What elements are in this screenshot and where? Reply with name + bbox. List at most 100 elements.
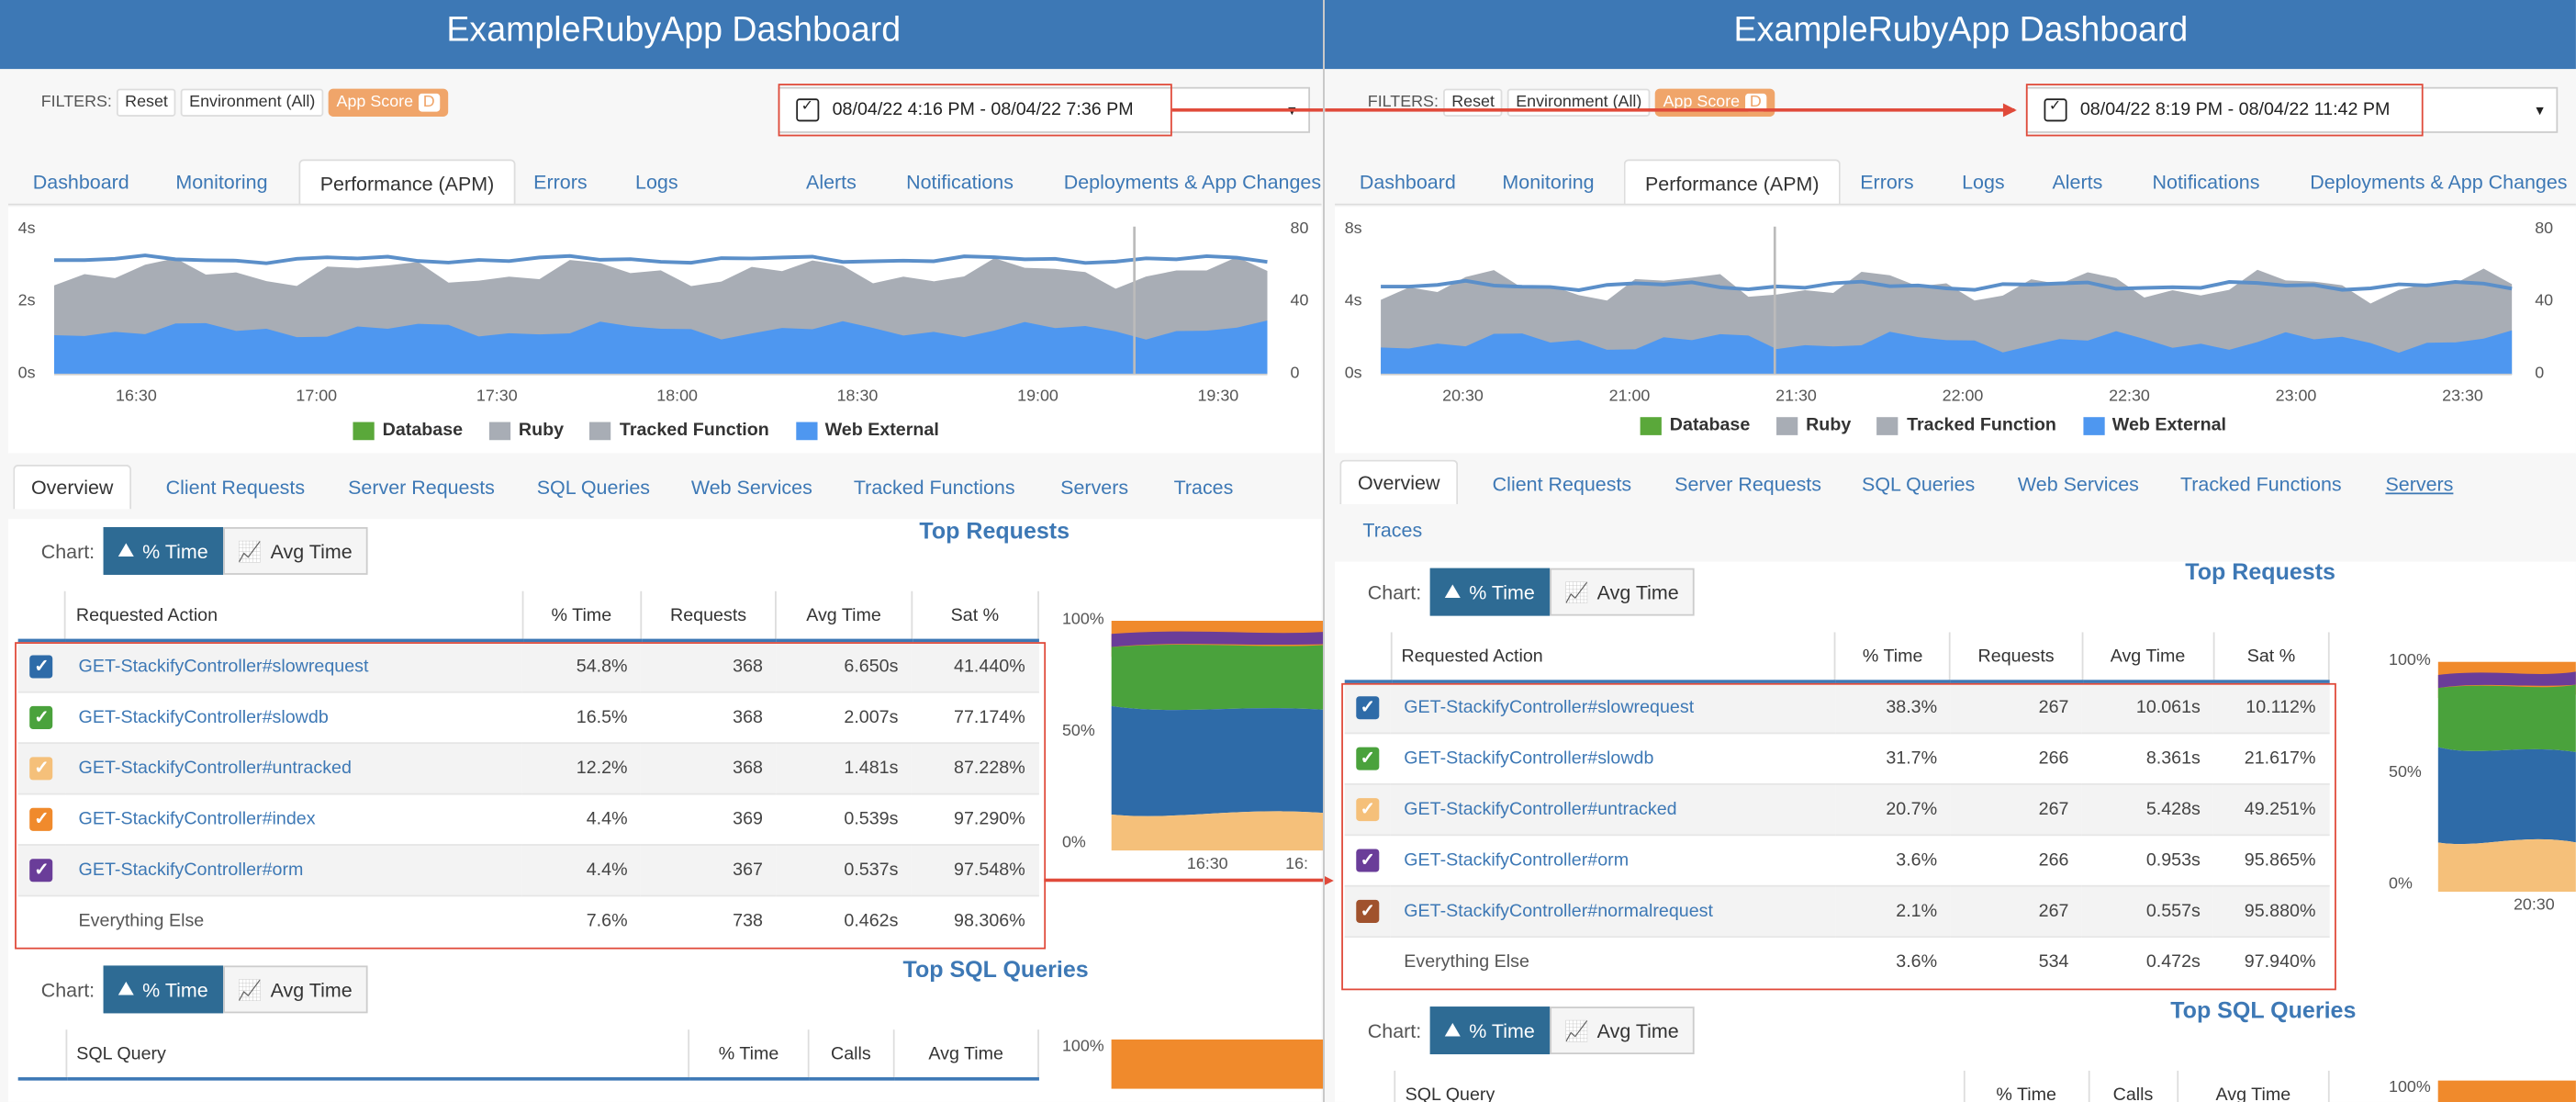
table-row[interactable]: ✓ GET-StackifyController#normalrequest 2.1… [1344,883,2329,937]
requested-action[interactable]: GET-StackifyController#normalrequest [1390,883,1835,937]
requests-avg-time-button[interactable]: 📈 Avg Time [222,527,367,575]
subtab-tracked-functions[interactable]: Tracked Functions [853,476,1015,500]
row-checkbox[interactable]: ✓ [1356,797,1380,821]
filter-environment-button[interactable]: Environment (All) [181,87,324,117]
subtab-client-requests[interactable]: Client Requests [165,476,306,500]
nav-tab-notifications[interactable]: Notifications [2152,170,2260,195]
legend-item[interactable]: Ruby [1775,415,1851,435]
sql-avg-time-button[interactable]: 📈 Avg Time [222,965,367,1014]
sql-pct-time-button[interactable]: ⛰ % Time [103,965,223,1014]
requested-action[interactable]: GET-StackifyController#orm [1390,833,1835,885]
table-row[interactable]: Everything Else 3.6% 534 0.472s 97.940% [1344,935,2329,987]
sql-column-header[interactable]: Calls [808,1029,895,1081]
table-row[interactable]: ✓ GET-StackifyController#untracked 12.2% 36… [17,741,1039,793]
table-row[interactable]: ✓ GET-StackifyController#slowrequest 54.8%… [17,639,1039,692]
requested-action[interactable]: GET-StackifyController#slowdb [1390,731,1835,783]
subtab-overview[interactable]: Overview [13,465,132,510]
table-row[interactable]: ✓ GET-StackifyController#slowdb 31.7% 266 8.… [1344,731,2329,783]
column-header[interactable]: Avg Time [2081,632,2215,683]
legend-item[interactable]: Web External [795,421,939,440]
nav-tab-logs[interactable]: Logs [635,170,678,195]
requests-avg-time-button[interactable]: 📈 Avg Time [1549,568,1694,616]
nav-tab-performance-apm[interactable]: Performance (APM) [1623,159,1841,206]
sql-column-header[interactable]: % Time [1964,1070,2089,1102]
row-checkbox[interactable]: ✓ [29,655,53,679]
subtab-traces[interactable]: Traces [1173,476,1234,500]
requested-action[interactable]: GET-StackifyController#slowrequest [1390,680,1835,733]
nav-tab-monitoring[interactable]: Monitoring [1502,170,1595,195]
column-header[interactable]: % Time [1834,632,1952,683]
sql-column-header[interactable]: SQL Query [65,1029,690,1081]
legend-item[interactable]: Tracked Function [589,421,769,440]
subtab-tracked-functions[interactable]: Tracked Functions [2179,473,2342,497]
filter-reset-button[interactable]: Reset [1443,87,1503,117]
table-row[interactable]: ✓ GET-StackifyController#orm 3.6% 266 0.953s… [1344,833,2329,885]
column-header[interactable]: Sat % [911,590,1039,643]
table-row[interactable]: ✓ GET-StackifyController#untracked 20.7% 26… [1344,782,2329,835]
column-header[interactable]: Requested Action [65,590,523,643]
subtab-web-services[interactable]: Web Services [690,476,812,500]
nav-tab-notifications[interactable]: Notifications [906,170,1014,195]
nav-tab-dashboard[interactable]: Dashboard [1359,170,1456,195]
column-header[interactable]: Sat % [2213,632,2330,683]
date-range-picker[interactable]: 08/04/22 8:19 PM - 08/04/22 11:42 PM ▼ [2025,86,2559,133]
legend-item[interactable]: Web External [2082,415,2226,435]
subtab-server-requests[interactable]: Server Requests [1674,473,1821,497]
subtab-sql-queries[interactable]: SQL Queries [1862,473,1976,497]
row-checkbox[interactable]: ✓ [29,806,53,830]
sql-column-header[interactable]: SQL Query [1394,1070,1966,1102]
requested-action[interactable]: GET-StackifyController#index [65,792,522,845]
requests-pct-time-button[interactable]: ⛰ % Time [1429,568,1550,616]
requested-action[interactable]: GET-StackifyController#slowrequest [65,639,522,692]
subtab-client-requests[interactable]: Client Requests [1492,473,1632,497]
requested-action[interactable]: GET-StackifyController#untracked [1390,782,1835,835]
row-checkbox[interactable]: ✓ [1356,746,1380,770]
legend-item[interactable]: Database [353,421,463,440]
column-header[interactable]: Requests [1950,632,2083,683]
column-header[interactable]: % Time [521,590,642,643]
table-row[interactable]: ✓ GET-StackifyController#index 4.4% 369 0.53… [17,792,1039,845]
nav-tab-dashboard[interactable]: Dashboard [32,170,129,195]
table-row[interactable]: ✓ GET-StackifyController#slowdb 16.5% 368 2.… [17,690,1039,743]
sql-avg-time-button[interactable]: 📈 Avg Time [1549,1006,1694,1055]
column-header[interactable]: Requested Action [1390,632,1836,683]
sql-column-header[interactable]: Calls [2089,1070,2178,1102]
requested-action[interactable]: GET-StackifyController#orm [65,843,522,895]
column-header[interactable]: Requests [640,590,778,643]
row-checkbox[interactable]: ✓ [29,858,53,882]
filter-app-score-button[interactable]: App Score D [1654,87,1775,117]
subtab-overview[interactable]: Overview [1339,459,1459,504]
sql-pct-time-button[interactable]: ⛰ % Time [1429,1006,1550,1055]
row-checkbox[interactable]: ✓ [29,705,53,729]
nav-tab-monitoring[interactable]: Monitoring [175,170,268,195]
requested-action[interactable]: GET-StackifyController#untracked [65,741,522,793]
subtab-server-requests[interactable]: Server Requests [348,476,495,500]
sql-column-header[interactable]: % Time [689,1029,810,1081]
row-checkbox[interactable]: ✓ [1356,848,1380,871]
nav-tab-performance-apm[interactable]: Performance (APM) [298,159,516,206]
nav-tab-alerts[interactable]: Alerts [2052,170,2103,195]
nav-tab-deployments-app-changes[interactable]: Deployments & App Changes [1063,170,1322,195]
sql-column-header[interactable]: Avg Time [893,1029,1039,1081]
filter-environment-button[interactable]: Environment (All) [1507,87,1651,117]
subtab-servers[interactable]: Servers [1060,476,1129,500]
nav-tab-errors[interactable]: Errors [533,170,588,195]
requested-action[interactable]: GET-StackifyController#slowdb [65,690,522,743]
legend-item[interactable]: Ruby [488,421,564,440]
legend-item[interactable]: Database [1640,415,1750,435]
nav-tab-deployments-app-changes[interactable]: Deployments & App Changes [2310,170,2568,195]
requests-pct-time-button[interactable]: ⛰ % Time [103,527,223,575]
table-row[interactable]: Everything Else 7.6% 738 0.462s 98.306% [17,894,1039,947]
subtab-web-services[interactable]: Web Services [2017,473,2139,497]
sql-column-header[interactable]: Avg Time [2177,1070,2330,1102]
nav-tab-logs[interactable]: Logs [1962,170,2005,195]
row-checkbox[interactable]: ✓ [1356,899,1380,923]
row-checkbox[interactable]: ✓ [1356,695,1380,719]
column-header[interactable]: Avg Time [776,590,913,643]
row-checkbox[interactable]: ✓ [29,756,53,780]
filter-app-score-button[interactable]: App Score D [328,87,449,117]
nav-tab-alerts[interactable]: Alerts [806,170,857,195]
table-row[interactable]: ✓ GET-StackifyController#orm 4.4% 367 0.537s… [17,843,1039,895]
nav-tab-errors[interactable]: Errors [1860,170,1914,195]
legend-item[interactable]: Tracked Function [1876,415,2056,435]
